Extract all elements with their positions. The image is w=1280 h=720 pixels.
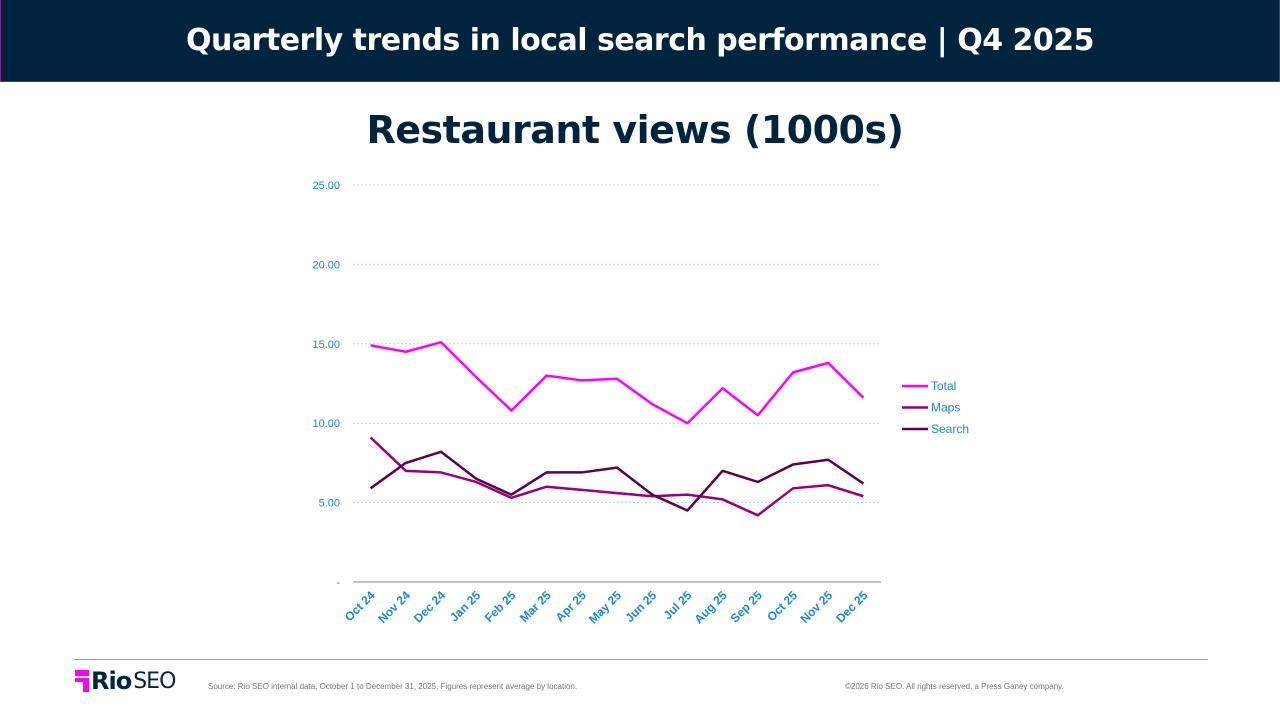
y-tick-label: 15.00 xyxy=(312,339,340,351)
x-tick-label: Jun 25 xyxy=(623,588,660,625)
x-tick-label: May 25 xyxy=(586,588,624,626)
copyright-note: ©2026 Rio SEO. All rights reserved. a Pr… xyxy=(845,682,1064,691)
x-tick-label: Apr 25 xyxy=(553,588,590,625)
x-tick-label: Aug 25 xyxy=(692,588,730,626)
chart-title: Restaurant views (1000s) xyxy=(366,108,904,152)
series-line-total xyxy=(370,340,865,425)
y-tick-label: 10.00 xyxy=(312,418,340,430)
x-tick-label: Dec 25 xyxy=(833,588,870,625)
x-tick-label: Sep 25 xyxy=(728,588,765,625)
legend-label-maps: Maps xyxy=(931,401,960,415)
x-tick-label: Nov 25 xyxy=(798,588,836,626)
y-tick-label: 20.00 xyxy=(312,259,340,271)
rio-seo-logo: Rio SEO xyxy=(75,667,176,695)
legend-label-total: Total xyxy=(931,379,956,393)
x-tick-label: Feb 25 xyxy=(482,588,519,625)
y-tick-label: 25.00 xyxy=(312,180,340,192)
x-tick-label: Jul 25 xyxy=(661,588,695,622)
logo-mark-icon xyxy=(75,670,91,692)
series-line-search xyxy=(369,450,865,512)
header-title: Quarterly trends in local search perform… xyxy=(185,23,1095,58)
x-tick-label: Oct 24 xyxy=(342,588,378,624)
legend-label-search: Search xyxy=(931,422,969,436)
x-tick-label: Jan 25 xyxy=(447,588,484,625)
x-tick-label: Oct 25 xyxy=(764,588,800,624)
x-tick-label: Dec 24 xyxy=(411,588,448,625)
y-tick-label: - xyxy=(336,577,340,589)
footer-divider xyxy=(74,659,1208,660)
header-banner: Quarterly trends in local search perform… xyxy=(0,0,1280,82)
source-note: Source: Rio SEO internal data, October 1… xyxy=(208,682,578,691)
y-tick-label: 5.00 xyxy=(319,498,340,510)
x-tick-label: Mar 25 xyxy=(517,588,554,625)
x-tick-label: Nov 24 xyxy=(375,588,413,626)
series-line-maps xyxy=(369,436,864,517)
